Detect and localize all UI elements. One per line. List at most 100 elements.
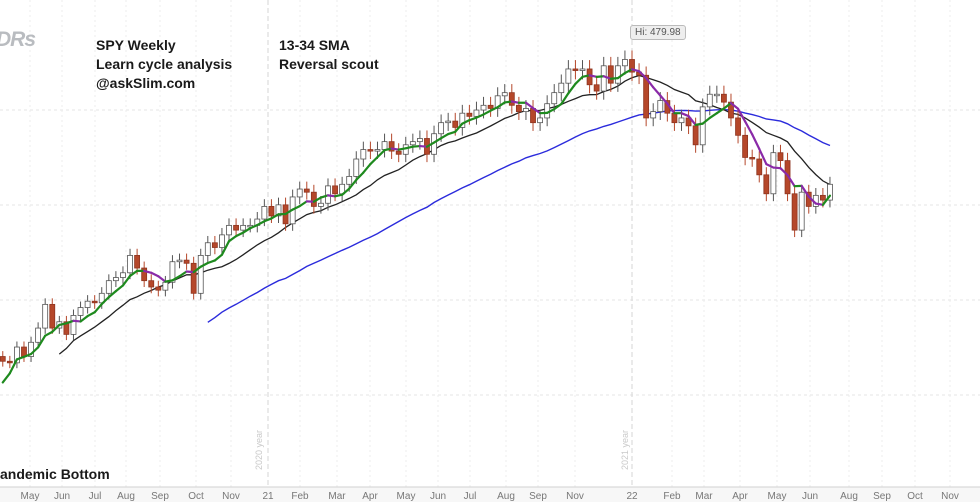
candle-down: [685, 117, 692, 127]
x-tick-label: Jul: [464, 491, 477, 502]
x-axis-strip: [0, 487, 980, 502]
fast-line-segment: [560, 92, 570, 106]
candle-down: [756, 158, 763, 176]
fast-line-segment: [461, 119, 471, 125]
candle-down: [749, 157, 756, 160]
fast-line-segment: [192, 265, 202, 274]
fast-line-segment: [736, 107, 747, 123]
x-tick-label: Sep: [151, 491, 169, 502]
fast-line-segment: [44, 330, 54, 337]
candle-up: [438, 122, 445, 135]
x-tick-label: Oct: [188, 491, 204, 502]
fast-line-segment: [178, 270, 188, 278]
fast-line-segment: [744, 120, 754, 136]
candle-down: [487, 104, 494, 109]
candle-down: [183, 259, 190, 264]
candle-down: [310, 191, 317, 207]
fast-line-segment: [666, 102, 676, 115]
candle-down: [141, 267, 148, 282]
fast-line-segment: [256, 220, 266, 227]
fast-line-segment: [588, 74, 598, 78]
fast-line-segment: [404, 145, 414, 150]
fast-line-segment: [171, 275, 181, 282]
fast-line-segment: [341, 187, 351, 196]
fast-line-segment: [79, 314, 89, 323]
fast-line-segment: [213, 253, 224, 262]
fast-line-segment: [37, 334, 47, 349]
x-tick-label: May: [768, 491, 787, 502]
candle-down: [148, 280, 155, 288]
fast-line-segment: [234, 231, 245, 238]
chart-subtitle: 13-34 SMA Reversal scout: [279, 36, 379, 74]
fast-line-segment: [206, 259, 216, 265]
fast-line-segment: [376, 149, 386, 159]
fast-line-segment: [489, 106, 499, 112]
x-tick-label: May: [397, 491, 416, 502]
subtitle-line-2: Reversal scout: [279, 56, 379, 72]
candle-up: [558, 82, 565, 94]
fast-line-segment: [722, 101, 733, 110]
candle-up: [713, 93, 720, 97]
candle-up: [28, 341, 34, 357]
candle-down: [303, 188, 310, 193]
x-tick-label: Apr: [362, 491, 378, 502]
fast-line-segment: [362, 162, 372, 174]
fast-line-segment: [765, 162, 775, 169]
hi-price-label: Hi: 479.98: [630, 25, 686, 40]
candle-down: [819, 194, 826, 201]
fast-line-segment: [390, 147, 400, 151]
candles: [0, 50, 833, 369]
candle-up: [70, 315, 77, 335]
fast-line-segment: [22, 352, 33, 358]
fast-line-segment: [652, 86, 662, 97]
fast-line-segment: [185, 270, 195, 274]
fast-line-segment: [355, 171, 365, 181]
candle-down: [629, 59, 635, 73]
candle-up: [197, 254, 204, 294]
candle-up: [162, 281, 169, 291]
candle-up: [120, 272, 126, 278]
fast-line-segment: [128, 269, 139, 278]
candle-up: [275, 204, 282, 217]
fast-line-segment: [249, 223, 259, 230]
fast-line-segment: [496, 101, 506, 109]
fast-line-segment: [319, 194, 330, 199]
fast-line-segment: [482, 109, 492, 116]
candle-down: [515, 104, 522, 113]
fast-line-segment: [143, 269, 153, 274]
candle-down: [332, 185, 338, 195]
fast-line-segment: [807, 195, 817, 205]
fast-line-segment: [397, 147, 407, 151]
fast-line-segment: [531, 107, 542, 115]
fast-cycle-line: [1, 68, 832, 384]
x-tick-label: Sep: [873, 491, 891, 502]
candle-up: [353, 158, 360, 177]
fast-line-segment: [440, 132, 450, 140]
fast-line-segment: [425, 141, 436, 148]
fast-line-segment: [553, 102, 563, 111]
fast-line-segment: [15, 355, 26, 361]
candle-up: [105, 280, 112, 294]
x-tick-label: Aug: [117, 491, 135, 502]
fast-line-segment: [227, 235, 238, 243]
candle-up: [381, 141, 388, 150]
candle-up: [600, 65, 607, 92]
x-tick-label: Nov: [941, 491, 959, 502]
x-tick-label: Aug: [840, 491, 858, 502]
candle-down: [211, 242, 218, 248]
candle-down: [49, 303, 56, 329]
candle-up: [318, 202, 324, 207]
fast-line-segment: [29, 346, 40, 356]
fast-line-segment: [107, 290, 117, 299]
candle-down: [155, 286, 162, 291]
candle-up: [657, 100, 664, 113]
x-tick-label: Oct: [907, 491, 923, 502]
title-line-2: Learn cycle analysis: [96, 56, 233, 72]
candle-up: [706, 93, 713, 108]
fast-line-segment: [100, 296, 110, 306]
candle-down: [233, 224, 239, 231]
fast-line-segment: [114, 284, 125, 293]
fast-line-segment: [751, 133, 761, 151]
chart-title: SPY Weekly Learn cycle analysis @askSlim…: [96, 36, 232, 93]
fast-line-segment: [581, 74, 591, 78]
